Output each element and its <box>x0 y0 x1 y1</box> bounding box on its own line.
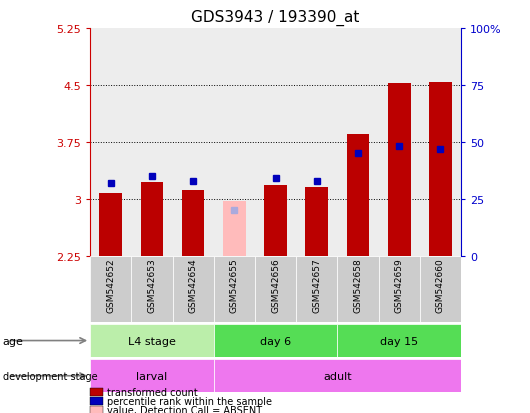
Bar <box>140 183 163 256</box>
Bar <box>173 29 214 256</box>
Text: day 15: day 15 <box>380 336 418 346</box>
Bar <box>338 324 461 357</box>
Text: GSM542653: GSM542653 <box>147 258 156 313</box>
Bar <box>100 193 122 256</box>
Bar <box>255 29 296 256</box>
Text: GSM542652: GSM542652 <box>106 258 115 313</box>
Text: GSM542656: GSM542656 <box>271 258 280 313</box>
Text: L4 stage: L4 stage <box>128 336 176 346</box>
Bar <box>338 29 378 256</box>
Bar <box>429 83 452 256</box>
Bar <box>131 256 173 322</box>
Bar <box>347 135 369 256</box>
Text: GSM542660: GSM542660 <box>436 258 445 313</box>
Text: day 6: day 6 <box>260 336 291 346</box>
Bar <box>264 186 287 256</box>
Bar <box>90 359 214 392</box>
Bar <box>90 256 131 322</box>
Bar <box>388 84 411 256</box>
Text: adult: adult <box>323 371 352 381</box>
Bar <box>214 359 461 392</box>
Title: GDS3943 / 193390_at: GDS3943 / 193390_at <box>191 10 360 26</box>
Bar <box>338 256 378 322</box>
Text: larval: larval <box>136 371 167 381</box>
Bar <box>214 29 255 256</box>
Bar <box>296 256 338 322</box>
Text: GSM542655: GSM542655 <box>230 258 239 313</box>
Bar <box>223 202 246 256</box>
Text: GSM542657: GSM542657 <box>312 258 321 313</box>
Bar <box>90 324 214 357</box>
Text: transformed count: transformed count <box>107 387 198 397</box>
Bar <box>214 256 255 322</box>
Text: GSM542658: GSM542658 <box>354 258 363 313</box>
Text: development stage: development stage <box>3 371 98 381</box>
Bar <box>173 256 214 322</box>
Bar <box>255 256 296 322</box>
Bar <box>182 190 205 256</box>
Bar <box>420 29 461 256</box>
Text: GSM542654: GSM542654 <box>189 258 198 313</box>
Text: GSM542659: GSM542659 <box>395 258 404 313</box>
Bar <box>131 29 173 256</box>
Bar <box>305 188 328 256</box>
Text: percentile rank within the sample: percentile rank within the sample <box>107 396 272 406</box>
Text: age: age <box>3 336 23 346</box>
Bar <box>420 256 461 322</box>
Bar <box>296 29 338 256</box>
Bar <box>378 29 420 256</box>
Bar <box>214 324 338 357</box>
Bar <box>378 256 420 322</box>
Text: value, Detection Call = ABSENT: value, Detection Call = ABSENT <box>107 405 262 413</box>
Bar <box>90 29 131 256</box>
